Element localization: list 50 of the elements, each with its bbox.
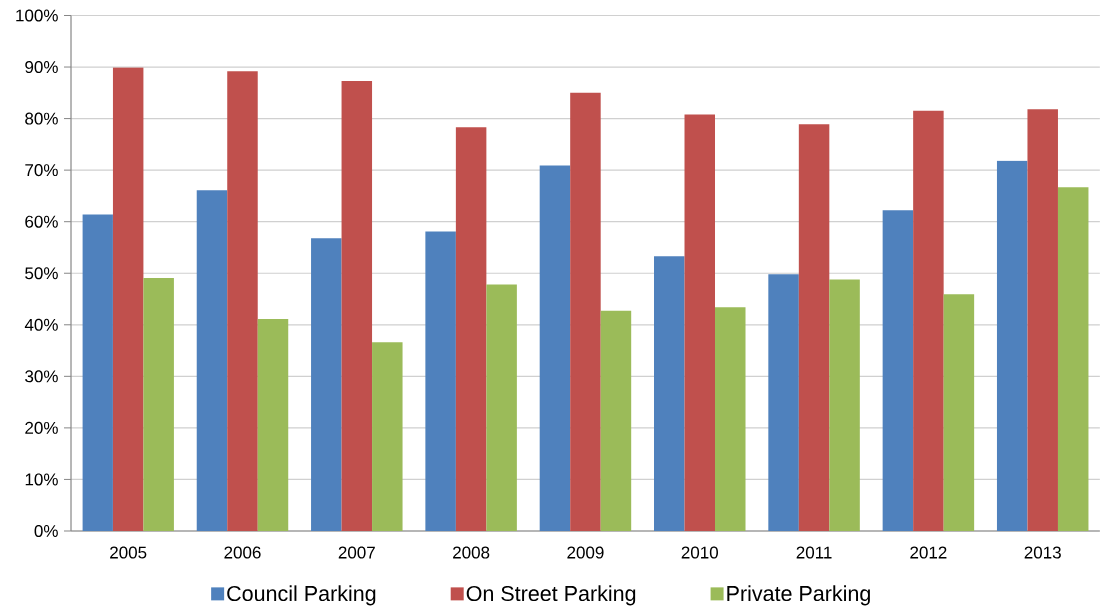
x-tick-label: 2013 [1024,546,1061,559]
x-tick-label: 2006 [224,546,261,559]
bar [654,256,685,531]
bar [715,307,746,531]
bar [311,238,342,531]
x-tick-label: 2009 [567,546,604,559]
bar [341,80,373,531]
y-tick-label: 60% [25,215,58,228]
bar [600,310,632,531]
x-tick-label: 2011 [796,546,832,559]
bar [570,92,601,531]
bar [913,110,944,531]
y-tick-label: 100% [16,9,58,22]
y-tick-label: 50% [25,267,58,280]
bar [372,342,403,531]
bar [829,279,860,531]
bar [196,190,228,531]
bar [798,124,830,531]
y-tick-label: 70% [25,164,58,177]
y-tick-label: 30% [25,370,58,383]
x-tick-label: 2007 [338,546,375,559]
bar [539,165,571,531]
x-tick-label: 2008 [453,546,490,559]
bar [882,210,914,531]
bar [1057,187,1089,531]
y-tick-label: 20% [25,421,58,434]
bar [768,274,799,531]
legend-label: Council Parking [227,585,376,606]
bar [112,67,144,531]
x-tick-label: 2012 [910,546,947,559]
bar [486,284,517,531]
y-tick-label: 90% [25,61,58,74]
bar [684,114,716,531]
bar [943,294,975,531]
y-tick-label: 80% [25,112,58,125]
bar [455,127,487,531]
y-tick-label: 0% [34,524,58,538]
bar [1027,109,1058,531]
bar [143,277,174,531]
bar [82,214,113,531]
bar [425,231,456,531]
bar [996,160,1028,531]
x-tick-label: 2005 [110,546,147,559]
bar [227,71,258,531]
y-tick-label: 40% [24,318,58,331]
legend-label: On Street Parking [466,585,636,606]
legend-label: Private Parking [727,585,870,606]
y-tick-label: 10% [25,473,58,486]
x-tick-label: 2010 [681,546,718,559]
bar [257,319,289,531]
